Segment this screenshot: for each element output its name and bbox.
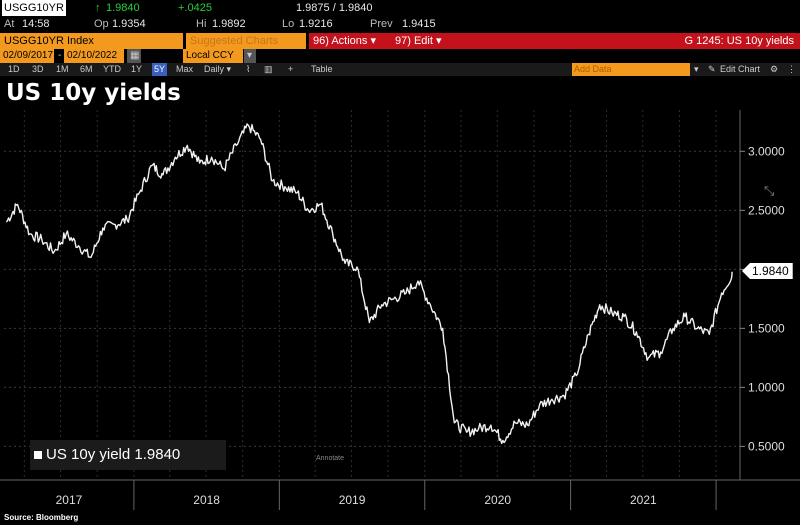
edit-pencil-icon[interactable]: ✎ [708,64,716,74]
low-value: 1.9216 [299,18,333,30]
period-toolbar: 1D 3D 1M 6M YTD 1Y 5Y Max Daily ▾ ⌇ ▥ + … [0,63,800,76]
chart-legend[interactable]: US 10y yield 1.9840 [30,440,226,470]
period-1y-button[interactable]: 1Y [131,64,143,74]
frequency-select[interactable]: Daily ▾ [204,64,232,74]
start-date-input[interactable]: 02/09/2017 [0,49,54,63]
x-tick-label: 2019 [339,493,366,507]
quote-details: At 14:58 Op 1.9354 Hi 1.9892 Lo 1.9216 P… [0,16,800,32]
dash-separator: - [58,50,62,61]
end-date-input[interactable]: 02/10/2022 [64,49,124,63]
x-tick-label: 2017 [56,493,83,507]
edit-menu[interactable]: 97) Edit ▾ [391,33,461,49]
chart-type-icon[interactable]: ⌇ [246,64,251,74]
currency-dropdown-icon[interactable]: ▾ [244,49,256,63]
prev-value: 1.9415 [402,18,436,30]
y-tick-label: 2.5000 [748,203,785,217]
x-tick-label: 2021 [630,493,657,507]
period-1d-button[interactable]: 1D [8,64,20,74]
currency-select[interactable]: Local CCY [183,49,243,63]
net-change: +.0425 [178,2,212,14]
period-ytd-button[interactable]: YTD [103,64,121,74]
calendar-icon[interactable]: ▦ [127,49,141,63]
prev-label: Prev [370,18,393,30]
y-tick-label: 0.5000 [748,439,785,453]
last-price: 1.9840 [106,2,140,14]
table-button[interactable]: Table [311,64,333,74]
open-label: Op [94,18,109,30]
y-tick-label: 3.0000 [748,144,785,158]
legend-swatch [34,451,42,460]
menu-bar: USGG10YR Index Suggested Charts 96) Acti… [0,33,800,49]
add-data-input[interactable]: Add Data [572,63,690,76]
up-arrow-icon: ↑ [95,2,101,14]
zoom-icon: ⤡ [764,183,775,198]
security-field[interactable]: USGG10YR Index [0,33,183,49]
high-value: 1.9892 [212,18,246,30]
series-line-us-10y-yield [5,123,733,445]
bar-chart-icon[interactable]: ▥ [264,64,273,74]
period-1m-button[interactable]: 1M [56,64,69,74]
bid-ask: 1.9875 / 1.9840 [296,2,373,14]
date-range-bar: 02/09/2017 - 02/10/2022 ▦ Local CCY ▾ [0,49,800,63]
quote-strip: USGG10YR ↑ 1.9840 +.0425 1.9875 / 1.9840 [0,0,800,16]
at-label: At [4,18,15,30]
period-max-button[interactable]: Max [176,64,194,74]
y-tick-label: 1.0000 [748,380,785,394]
add-icon[interactable]: + [288,64,294,74]
ticker-symbol[interactable]: USGG10YR [2,0,66,16]
last-value-tag: 1.9840 [742,263,793,279]
edit-chart-button[interactable]: Edit Chart [720,64,761,74]
dropdown-arrow-icon[interactable]: ▾ [694,64,699,74]
high-label: Hi [196,18,207,30]
suggested-charts-button[interactable]: Suggested Charts [186,33,306,49]
chart-id-label: G 1245: US 10y yields [461,33,800,49]
open-value: 1.9354 [112,18,146,30]
low-label: Lo [282,18,295,30]
chart-title: US 10y yields [6,80,181,106]
x-tick-label: 2018 [193,493,220,507]
period-6m-button[interactable]: 6M [80,64,93,74]
period-5y-button[interactable]: 5Y [152,63,168,76]
grid-lines [4,110,740,480]
x-axis-labels: 2017 2018 2019 2020 2021 [56,480,717,510]
at-time: 14:58 [22,18,50,30]
source-note: Source: Bloomberg [4,513,79,522]
annotate-button[interactable]: Annotate [316,455,345,462]
x-tick-label: 2020 [484,493,511,507]
settings-gear-icon[interactable]: ⚙ [770,64,779,74]
more-icon[interactable]: ⋮ [787,64,796,74]
actions-menu[interactable]: 96) Actions ▾ [309,33,391,49]
y-tick-label: 1.5000 [748,321,785,335]
legend-label: US 10y yield 1.9840 [46,446,181,463]
period-3d-button[interactable]: 3D [32,64,44,74]
